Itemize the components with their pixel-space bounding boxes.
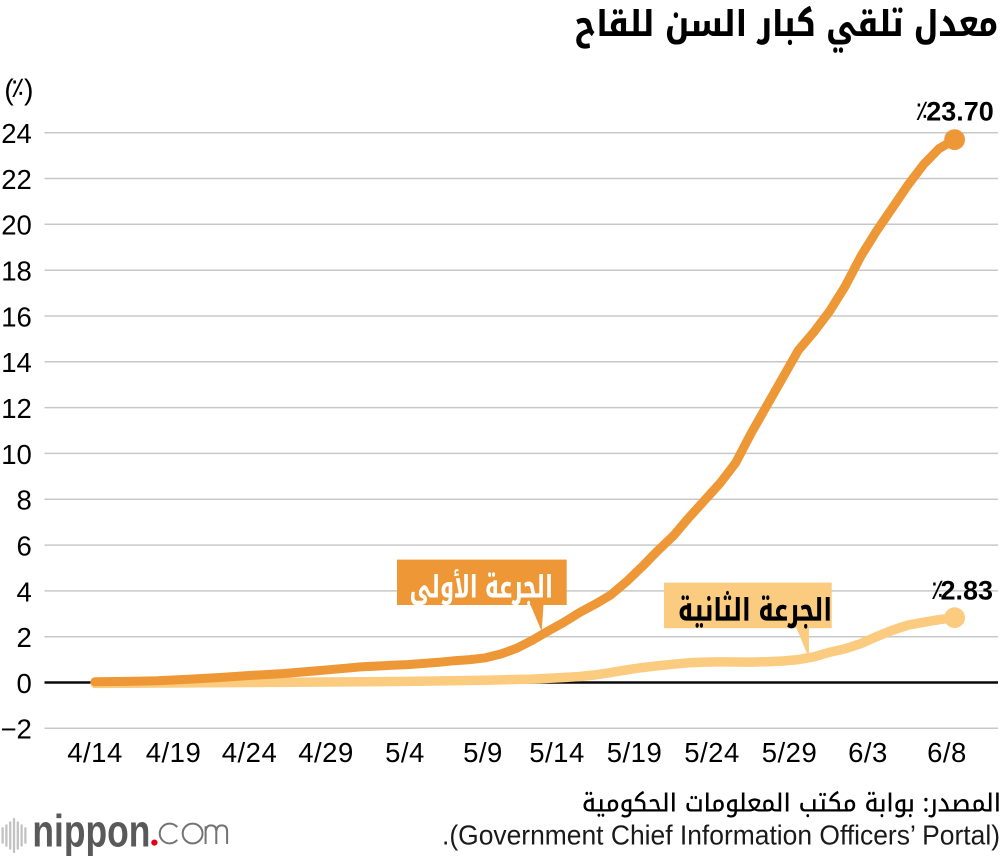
svg-text:24: 24	[1, 118, 32, 149]
svg-text:10: 10	[1, 439, 32, 470]
svg-text:6/3: 6/3	[848, 737, 888, 768]
svg-text:nippon: nippon	[32, 805, 150, 856]
svg-text:2.83: 2.83	[940, 576, 993, 606]
svg-text:4/19: 4/19	[146, 737, 202, 768]
svg-text:5/19: 5/19	[607, 737, 663, 768]
svg-text:6/8: 6/8	[927, 737, 967, 768]
svg-text:5/24: 5/24	[684, 737, 740, 768]
svg-text:22: 22	[1, 164, 32, 195]
svg-text:12: 12	[1, 393, 32, 424]
svg-text:.(Government Chief Information: .(Government Chief Information Officers’…	[442, 819, 1000, 850]
svg-text:14: 14	[1, 347, 32, 378]
svg-text:5/29: 5/29	[762, 737, 818, 768]
svg-text:5/9: 5/9	[463, 737, 503, 768]
svg-text:20: 20	[1, 210, 32, 241]
svg-text:5/14: 5/14	[529, 737, 585, 768]
svg-text:23.70: 23.70	[926, 97, 994, 127]
svg-text:6: 6	[17, 531, 32, 562]
svg-text:4/29: 4/29	[298, 737, 354, 768]
svg-text:): )	[24, 75, 34, 107]
svg-text:16: 16	[1, 301, 32, 332]
svg-text:4: 4	[17, 576, 32, 607]
svg-text:0: 0	[17, 668, 32, 699]
svg-text:18: 18	[1, 256, 32, 287]
svg-text:4/14: 4/14	[67, 737, 123, 768]
svg-text:4/24: 4/24	[222, 737, 278, 768]
svg-text:8: 8	[17, 485, 32, 516]
svg-text:(: (	[4, 75, 14, 107]
svg-text:−2: −2	[0, 714, 31, 745]
svg-text:2: 2	[17, 622, 32, 653]
svg-text:5/4: 5/4	[385, 737, 425, 768]
